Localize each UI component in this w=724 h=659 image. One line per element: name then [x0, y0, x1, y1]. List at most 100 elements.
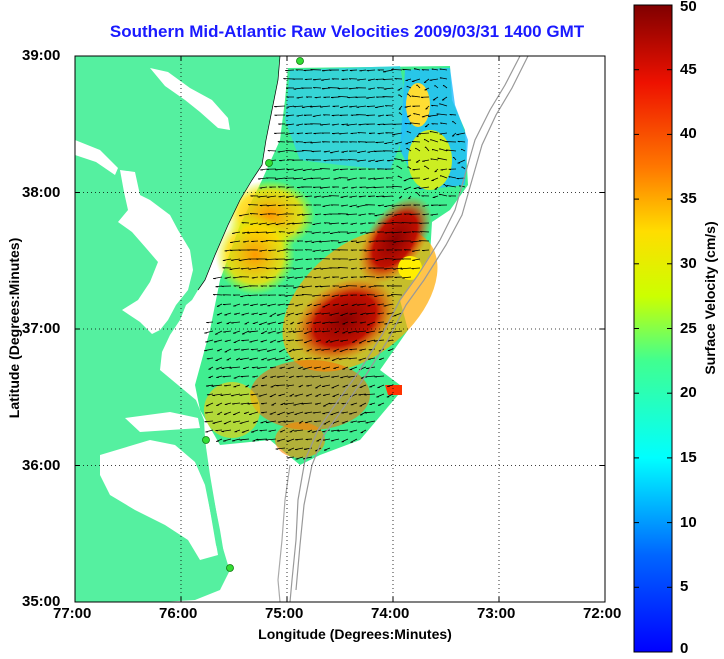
velocity-arrow [392, 185, 403, 188]
velocity-arrow-head [322, 141, 325, 143]
velocity-arrow-head [304, 276, 307, 278]
velocity-arrow-head [413, 68, 416, 70]
velocity-arrow-head [238, 249, 241, 251]
velocity-arrow-head [339, 159, 342, 161]
velocity-arrow-head [375, 240, 378, 242]
velocity-arrow-head [286, 204, 289, 206]
velocity-arrow-head [239, 276, 242, 278]
velocity-arrow [461, 166, 466, 170]
velocity-arrow-head [382, 150, 386, 152]
velocity-arrow-head [385, 132, 388, 134]
velocity-arrow-head [452, 156, 454, 159]
velocity-arrow-head [413, 204, 416, 206]
colorbar-tick-label: 50 [680, 0, 697, 15]
colorbar-tick-label: 10 [680, 513, 697, 531]
y-axis-label: Latitude (Degrees:Minutes) [6, 237, 22, 419]
velocity-arrow-head [409, 222, 412, 224]
velocity-arrow-head [394, 158, 396, 160]
velocity-arrow-head [430, 139, 432, 141]
velocity-arrow-head [323, 114, 326, 116]
velocity-arrow-head [382, 96, 385, 98]
velocity-arrow-head [391, 222, 394, 224]
velocity-arrow-head [337, 231, 341, 233]
velocity-arrow [406, 85, 412, 89]
velocity-arrow-head [312, 159, 315, 161]
velocity-arrow-head [365, 204, 368, 206]
velocity-arrow-head [323, 222, 327, 224]
velocity-arrow-head [265, 177, 269, 179]
velocity-arrow-head [277, 141, 280, 143]
velocity-arrow [439, 77, 448, 80]
velocity-arrow-head [355, 87, 359, 89]
velocity-arrow-head [391, 69, 394, 71]
potomac [75, 140, 118, 175]
velocity-arrow [429, 130, 439, 134]
velocity-arrow-head [391, 293, 394, 296]
velocity-arrow [398, 94, 403, 98]
velocity-arrow [416, 84, 421, 89]
velocity-arrow-head [376, 96, 379, 98]
velocity-arrow-head [301, 186, 304, 188]
velocity-arrow-head [241, 222, 244, 224]
velocity-arrow-head [439, 77, 442, 79]
velocity-arrow-head [260, 285, 263, 287]
velocity-arrow-head [305, 204, 309, 206]
velocity-arrow-head [423, 81, 427, 84]
velocity-arrow [320, 168, 331, 170]
velocity-arrow-head [332, 141, 335, 143]
chesapeake-bay [118, 170, 193, 334]
velocity-arrow-head [421, 195, 424, 197]
velocity-arrow [302, 150, 313, 152]
velocity-arrow [430, 139, 439, 143]
velocity-arrow-head [366, 294, 369, 296]
velocity-arrow-head [424, 125, 428, 128]
velocity-arrow-head [403, 213, 407, 215]
velocity-arrow-head [439, 139, 441, 141]
velocity-arrow-head [267, 213, 270, 215]
colorbar-tick-label: 30 [680, 254, 697, 272]
colorbar-label: Surface Velocity (cm/s) [702, 221, 718, 375]
velocity-arrow-head [436, 113, 439, 115]
velocity-arrow-head [327, 87, 331, 89]
velocity-arrow-head [222, 294, 225, 296]
velocity-arrow [407, 166, 412, 170]
colorbar-tick-label: 35 [680, 190, 697, 208]
velocity-arrow-head [314, 258, 317, 260]
velocity-arrow-head [250, 195, 253, 197]
velocity-arrow-head [286, 141, 289, 143]
velocity-arrow [301, 294, 313, 296]
colorbar-tick-label: 20 [680, 384, 697, 402]
y-tick-label: 36:00 [22, 456, 61, 474]
velocity-arrow-head [421, 69, 424, 71]
velocity-arrow [338, 96, 349, 98]
velocity-arrow-head [385, 105, 388, 107]
x-tick-label: 76:00 [159, 605, 198, 622]
velocity-arrow [437, 157, 448, 161]
velocity-arrow-head [457, 140, 460, 143]
velocity-arrow-head [385, 186, 389, 188]
station-marker [202, 436, 210, 444]
velocity-arrow-head [302, 150, 305, 152]
velocity-arrow-head [287, 159, 290, 161]
velocity-arrow-head [377, 231, 380, 233]
velocity-arrow-head [301, 294, 304, 296]
velocity-arrow-head [439, 148, 441, 150]
velocity-arrow-head [329, 213, 332, 215]
velocity-arrow [436, 113, 448, 116]
velocity-arrow-head [331, 249, 334, 251]
velocity-arrow-head [377, 87, 380, 89]
velocity-arrow-head [439, 103, 441, 105]
velocity-arrow-head [248, 204, 251, 206]
velocity-arrow-head [338, 177, 341, 179]
velocity-arrow-head [267, 150, 270, 152]
velocity-arrow-head [346, 285, 349, 287]
velocity-arrow-head [364, 276, 367, 278]
velocity-arrow-head [283, 249, 286, 251]
map-title: Southern Mid-Atlantic Raw Velocities 200… [109, 22, 585, 41]
x-axis-label: Longitude (Degrees:Minutes) [258, 626, 452, 642]
velocity-arrow-head [408, 197, 411, 199]
velocity-arrow-head [303, 222, 306, 224]
velocity-arrow-head [222, 267, 225, 269]
velocity-arrow-head [286, 96, 289, 98]
velocity-arrow [439, 138, 448, 143]
